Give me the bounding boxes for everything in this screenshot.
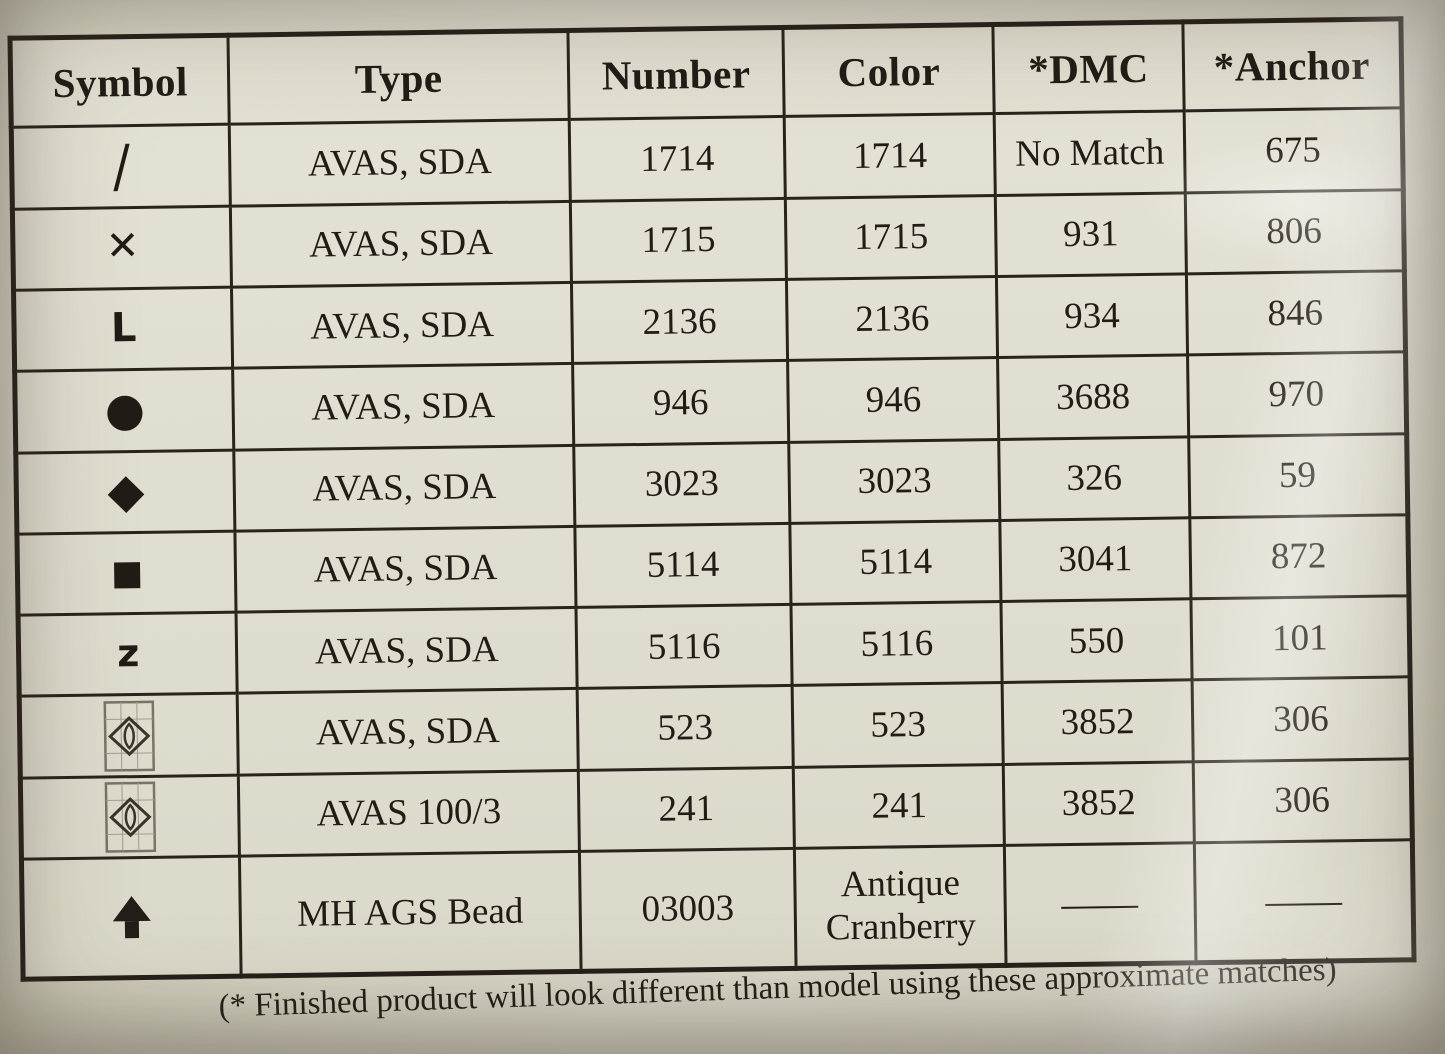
dmc-cell: 326 [999, 436, 1190, 521]
symbol-cell: ✕ [12, 205, 232, 291]
filled-diamond-symbol: ◆ [107, 462, 145, 520]
dmc-cell: 3041 [1000, 517, 1191, 602]
dmc-cell: 3852 [1002, 680, 1193, 765]
color-cell: 3023 [789, 439, 1001, 524]
slash-symbol: / [112, 132, 131, 200]
diamond-in-grid-symbol [103, 700, 156, 772]
anchor-cell: 846 [1185, 270, 1406, 356]
type-cell: AVAS, SDA [237, 688, 579, 775]
number-cell: 5116 [575, 604, 793, 689]
number-cell: 1714 [568, 116, 786, 202]
color-cell: 5116 [791, 601, 1003, 686]
anchor-cell: 806 [1184, 189, 1405, 274]
type-cell: AVAS, SDA [231, 282, 573, 369]
type-cell: AVAS, SDA [235, 526, 576, 613]
header-symbol: Symbol [9, 35, 230, 128]
color-cell: 1715 [785, 195, 997, 280]
symbol-cell: L [13, 287, 234, 372]
symbol-cell: z [18, 612, 238, 697]
symbol-cell: ■ [16, 530, 237, 616]
anchor-cell: — [1193, 839, 1415, 963]
symbol-cell [19, 693, 239, 778]
table-row: AVAS 100/3 241 241 3852 306 [20, 758, 1413, 860]
color-cell: 1714 [784, 113, 996, 199]
x-cross-symbol: ✕ [105, 223, 140, 270]
table-row: MH AGS Bead 03003 Antique Cranberry — — [21, 839, 1415, 980]
type-cell: AVAS 100/3 [238, 770, 580, 857]
symbol-cell [21, 856, 242, 980]
color-cell: 523 [792, 682, 1004, 768]
number-cell: 1715 [570, 198, 787, 283]
color-cell: 946 [787, 357, 1000, 442]
anchor-cell: 970 [1187, 352, 1407, 437]
anchor-cell: 101 [1190, 595, 1411, 681]
symbol-cell [20, 774, 240, 860]
symbol-cell: ◆ [15, 449, 236, 535]
anchor-cell: 306 [1191, 677, 1412, 762]
filled-circle-symbol: ● [104, 381, 146, 437]
dmc-cell: 550 [1001, 598, 1192, 683]
type-cell: AVAS, SDA [236, 607, 577, 694]
type-cell: AVAS, SDA [229, 119, 571, 206]
color-cell: 2136 [786, 276, 998, 361]
letter-l-symbol: L [110, 304, 137, 351]
color-cell: 5114 [790, 520, 1002, 605]
anchor-cell: 59 [1188, 433, 1408, 518]
dmc-cell: 3852 [1003, 761, 1194, 846]
type-cell: AVAS, SDA [233, 363, 574, 450]
header-dmc: *DMC [993, 21, 1184, 114]
number-cell: 523 [576, 685, 794, 771]
dmc-cell: — [1004, 842, 1196, 966]
type-cell: MH AGS Bead [239, 851, 581, 977]
number-cell: 946 [572, 360, 790, 445]
anchor-cell: 872 [1189, 514, 1409, 599]
dmc-cell: No Match [994, 111, 1185, 196]
number-cell: 3023 [573, 441, 791, 527]
number-cell: 2136 [571, 279, 788, 364]
number-cell: 03003 [579, 848, 797, 972]
anchor-cell: 306 [1192, 758, 1413, 843]
anchor-cell: 675 [1183, 108, 1404, 193]
letter-z-symbol: z [116, 630, 140, 676]
no-value-dash: — [1265, 877, 1342, 924]
symbol-cell: / [11, 124, 231, 209]
symbol-cell: ● [14, 368, 235, 453]
no-value-dash: — [1061, 880, 1139, 927]
header-color: Color [783, 24, 995, 117]
number-cell: 5114 [574, 523, 792, 608]
floss-key-table: Symbol Type Number Color *DMC *Anchor / … [7, 16, 1417, 982]
dmc-cell: 934 [996, 273, 1188, 358]
header-number: Number [567, 27, 785, 120]
filled-square-symbol: ■ [110, 553, 144, 594]
header-type: Type [228, 30, 569, 125]
table-row: AVAS, SDA 523 523 3852 306 [19, 677, 1412, 778]
color-cell: 241 [793, 764, 1005, 849]
color-cell: Antique Cranberry [794, 845, 1007, 969]
bead-arrow-symbol [113, 896, 152, 939]
type-cell: AVAS, SDA [234, 444, 575, 531]
dmc-cell: 3688 [997, 355, 1189, 440]
dmc-cell: 931 [995, 192, 1186, 277]
type-cell: AVAS, SDA [230, 201, 572, 288]
diamond-in-grid-symbol [104, 781, 157, 853]
header-anchor: *Anchor [1182, 18, 1403, 112]
number-cell: 241 [578, 767, 795, 852]
